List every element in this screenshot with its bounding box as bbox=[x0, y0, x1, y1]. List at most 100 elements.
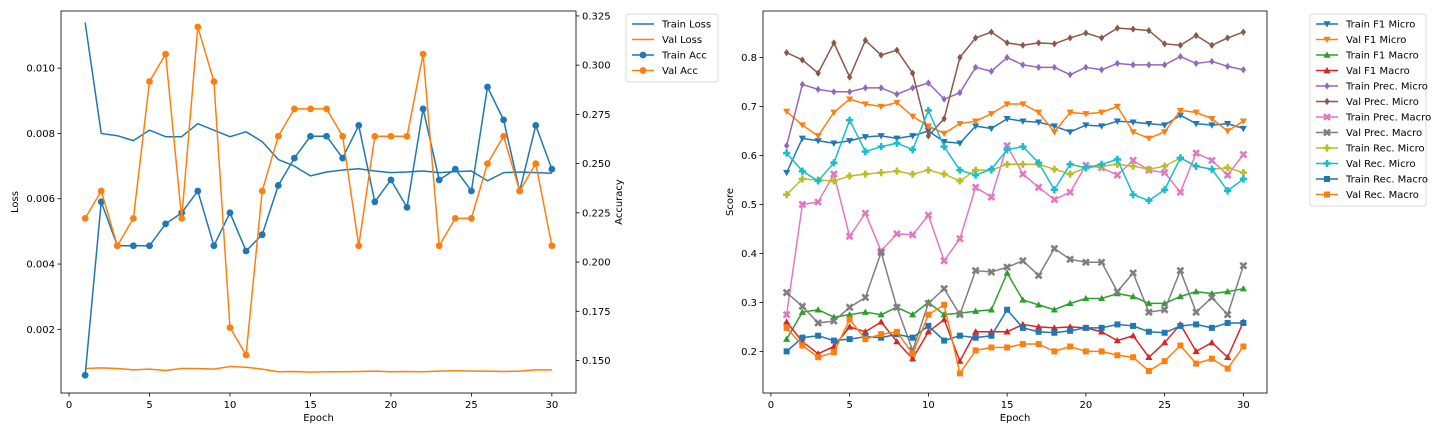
data-point bbox=[1051, 63, 1058, 71]
data-point bbox=[924, 106, 932, 115]
data-point bbox=[1239, 175, 1247, 183]
score-chart: 0 5 10 15 20 25 30 0.2 0.3 0.4 0.5 0.6 0.7 0.8 Epoch Sc… bbox=[725, 10, 1431, 424]
series-line-train-prec-macro bbox=[785, 144, 1244, 315]
data-point bbox=[1066, 188, 1075, 197]
y2-tick-label: 0.150 bbox=[582, 356, 611, 367]
data-point bbox=[893, 167, 901, 175]
data-point bbox=[988, 332, 995, 339]
data-point bbox=[830, 109, 838, 116]
data-point bbox=[1239, 118, 1247, 125]
data-point bbox=[941, 301, 948, 308]
series-val-prec-macro bbox=[782, 244, 1248, 355]
data-point bbox=[846, 316, 853, 323]
data-point bbox=[1051, 329, 1058, 336]
legend-label: Val F1 Micro bbox=[1346, 35, 1406, 46]
data-point bbox=[97, 187, 105, 195]
legend-label: Val Acc bbox=[662, 66, 698, 77]
data-point bbox=[226, 209, 234, 217]
data-point bbox=[1035, 328, 1042, 335]
data-point bbox=[290, 154, 298, 162]
series-line-val-rec-macro bbox=[786, 304, 1244, 375]
data-point bbox=[484, 83, 491, 91]
data-point bbox=[861, 293, 870, 302]
data-point bbox=[1176, 266, 1185, 275]
data-point bbox=[1035, 323, 1043, 330]
data-point bbox=[1035, 109, 1043, 116]
data-point bbox=[1130, 322, 1137, 329]
data-point bbox=[846, 73, 853, 81]
data-point bbox=[1003, 160, 1011, 168]
legend-label: Val Rec. Macro bbox=[1346, 190, 1419, 201]
data-point bbox=[877, 133, 885, 140]
data-point bbox=[971, 266, 980, 275]
data-point bbox=[1129, 269, 1138, 277]
data-point bbox=[783, 348, 790, 355]
data-point bbox=[940, 256, 949, 265]
data-point bbox=[814, 138, 822, 145]
data-point bbox=[1081, 258, 1090, 267]
data-point bbox=[987, 268, 996, 276]
data-point bbox=[1129, 129, 1137, 136]
data-point bbox=[798, 302, 807, 311]
data-point bbox=[1146, 61, 1152, 69]
y-tick-label: 0.006 bbox=[26, 194, 55, 205]
legend-entry-train-prec-macro: Train Prec. Macro bbox=[1316, 113, 1431, 124]
data-point bbox=[846, 172, 854, 180]
data-point bbox=[258, 231, 266, 239]
data-point bbox=[1161, 162, 1169, 170]
data-point bbox=[419, 50, 427, 58]
data-point bbox=[893, 328, 900, 335]
data-point bbox=[830, 337, 837, 344]
data-point bbox=[113, 242, 121, 250]
data-point bbox=[1082, 348, 1089, 355]
data-point bbox=[861, 170, 869, 178]
series-line-val-prec-micro bbox=[786, 27, 1244, 137]
data-point bbox=[1114, 59, 1121, 68]
data-point bbox=[893, 139, 901, 147]
data-point bbox=[1161, 186, 1169, 194]
data-point bbox=[130, 242, 137, 250]
data-point bbox=[1113, 287, 1122, 296]
y-tick-label: 0.004 bbox=[26, 260, 55, 271]
data-point bbox=[815, 354, 822, 361]
data-point bbox=[1129, 191, 1137, 199]
data-point bbox=[1224, 187, 1232, 195]
data-point bbox=[1004, 306, 1011, 313]
legend-label: Train Loss bbox=[661, 20, 711, 31]
x-tick-label: 25 bbox=[1158, 400, 1171, 411]
data-point bbox=[1192, 149, 1201, 157]
data-point bbox=[1192, 109, 1200, 116]
data-point bbox=[987, 111, 995, 118]
x-tick-label: 10 bbox=[224, 400, 237, 411]
data-point bbox=[1176, 188, 1185, 197]
series-line-val-loss bbox=[85, 365, 552, 373]
data-point bbox=[500, 132, 507, 140]
y2-tick-label: 0.275 bbox=[582, 110, 611, 121]
x-axis-label: Epoch bbox=[1000, 413, 1031, 424]
data-point bbox=[194, 187, 202, 195]
data-point bbox=[1223, 310, 1232, 319]
data-point bbox=[1004, 344, 1011, 351]
data-point bbox=[846, 323, 854, 330]
data-point bbox=[1193, 59, 1199, 68]
data-point bbox=[1004, 39, 1010, 47]
data-point bbox=[1020, 41, 1026, 49]
data-point bbox=[783, 324, 790, 331]
data-point bbox=[972, 171, 980, 179]
data-point bbox=[798, 200, 807, 209]
data-point bbox=[831, 39, 837, 47]
data-point bbox=[783, 169, 791, 177]
data-point bbox=[799, 342, 806, 349]
data-point bbox=[1177, 41, 1184, 49]
data-point bbox=[1098, 324, 1105, 331]
data-point bbox=[909, 133, 917, 140]
legend-entry-train-acc: Train Acc bbox=[632, 51, 707, 62]
data-point bbox=[1113, 155, 1121, 163]
legend-entry-val-rec-micro: Val Rec. Micro bbox=[1316, 159, 1416, 170]
data-point bbox=[1239, 169, 1247, 177]
data-point bbox=[940, 143, 948, 151]
data-point bbox=[1208, 122, 1216, 129]
x-tick-label: 10 bbox=[922, 400, 935, 411]
series-line-val-rec-micro bbox=[786, 109, 1244, 202]
data-point bbox=[194, 23, 202, 31]
